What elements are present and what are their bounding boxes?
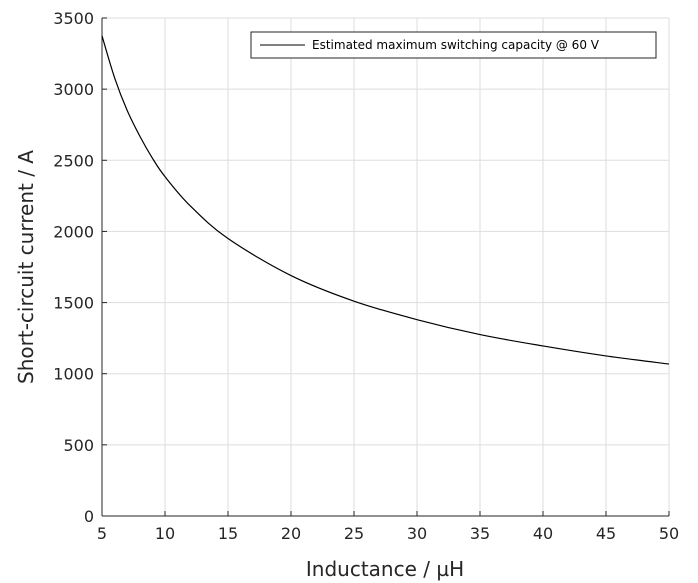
y-tick-label: 2500 — [53, 151, 94, 170]
x-axis-label: Inductance / µH — [306, 557, 464, 581]
plot-area — [102, 18, 669, 516]
legend-label: Estimated maximum switching capacity @ 6… — [312, 38, 600, 52]
x-tick-label: 35 — [470, 524, 490, 543]
x-tick-label: 15 — [218, 524, 238, 543]
y-tick-labels: 0 500 1000 1500 2000 2500 3000 3500 — [53, 9, 94, 526]
legend-box — [250, 31, 657, 59]
x-tick-label: 40 — [533, 524, 553, 543]
x-tick-label: 30 — [407, 524, 427, 543]
x-tick-label: 20 — [281, 524, 301, 543]
y-tick-label: 1000 — [53, 365, 94, 384]
y-tick-label: 2000 — [53, 222, 94, 241]
y-tick-label: 3000 — [53, 80, 94, 99]
x-tick-label: 5 — [97, 524, 107, 543]
y-axis-label: Short-circuit current / A — [14, 150, 38, 384]
y-tick-label: 0 — [84, 507, 94, 526]
series-line — [101, 35, 670, 365]
y-tick-label: 1500 — [53, 294, 94, 313]
x-tick-label: 45 — [596, 524, 616, 543]
x-tick-label: 10 — [155, 524, 175, 543]
y-tick-label: 3500 — [53, 9, 94, 28]
x-tick-labels: 5 10 15 20 25 30 35 40 45 50 — [97, 524, 679, 543]
x-tick-label: 50 — [659, 524, 679, 543]
x-tick-label: 25 — [344, 524, 364, 543]
y-tick-label: 500 — [63, 436, 94, 455]
legend: Estimated maximum switching capacity @ 6… — [250, 31, 657, 59]
series-lines — [101, 35, 670, 365]
axes — [101, 17, 670, 517]
